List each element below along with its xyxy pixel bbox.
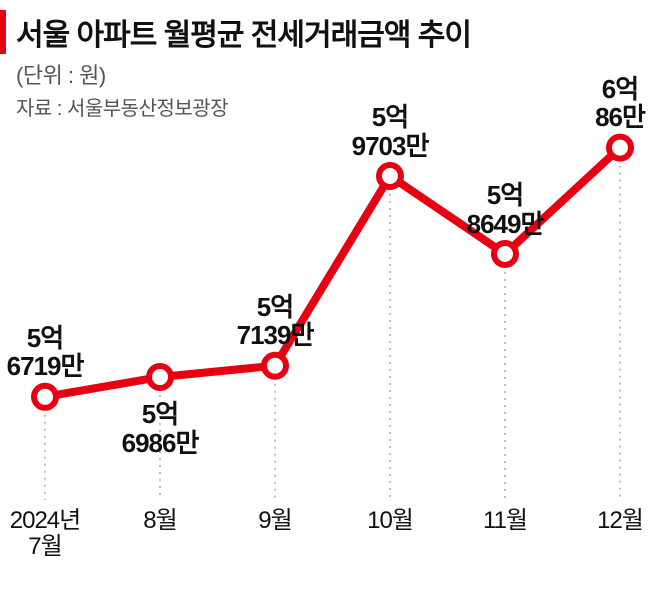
x-axis-label: 9월 [258,508,291,534]
x-axis-month: 9월 [258,508,291,534]
value-label: 5억6719만 [7,324,84,381]
value-line2: 86만 [595,103,645,132]
chart-header: 서울 아파트 월평균 전세거래금액 추이 (단위 : 원) 자료 : 서울부동산… [0,10,661,121]
data-marker [609,137,631,159]
x-axis-month: 7월 [10,534,80,560]
value-label: 5억7139만 [237,293,314,350]
data-marker [379,165,401,187]
value-line1: 5억 [7,324,84,353]
value-line1: 6억 [595,75,645,104]
unit-label: (단위 : 원) [16,58,661,90]
value-label: 6억86만 [595,75,645,132]
x-axis-label: 11월 [483,508,527,534]
x-axis-month: 12월 [597,508,643,534]
source-label: 자료 : 서울부동산정보광장 [16,92,661,121]
value-line1: 5억 [122,400,199,429]
x-axis-month: 8월 [143,508,176,534]
value-label: 5억9703만 [352,103,429,160]
chart-title: 서울 아파트 월평균 전세거래금액 추이 [16,10,471,54]
data-marker [494,243,516,265]
value-line1: 5억 [467,181,544,210]
x-axis-label: 12월 [597,508,643,534]
value-line2: 9703만 [352,132,429,161]
x-axis-month: 10월 [367,508,413,534]
value-line1: 5억 [352,103,429,132]
data-marker [149,366,171,388]
title-row: 서울 아파트 월평균 전세거래금액 추이 [0,10,661,54]
data-marker [34,386,56,408]
x-axis-year: 2024년 [10,508,80,534]
value-line2: 8649만 [467,210,544,239]
line-chart: 5억6719만5억6986만5억7139만5억9703만5억8649만6억86만… [0,120,661,580]
x-axis-label: 2024년7월 [10,508,80,561]
value-label: 5억6986만 [122,400,199,457]
data-marker [264,355,286,377]
value-line2: 6719만 [7,352,84,381]
x-axis-month: 11월 [483,508,527,534]
x-axis-label: 10월 [367,508,413,534]
x-axis-label: 8월 [143,508,176,534]
value-line2: 7139만 [237,321,314,350]
value-line2: 6986만 [122,429,199,458]
chart-svg [0,120,661,580]
value-line1: 5억 [237,293,314,322]
title-accent-bar [0,10,6,54]
value-label: 5억8649만 [467,181,544,238]
